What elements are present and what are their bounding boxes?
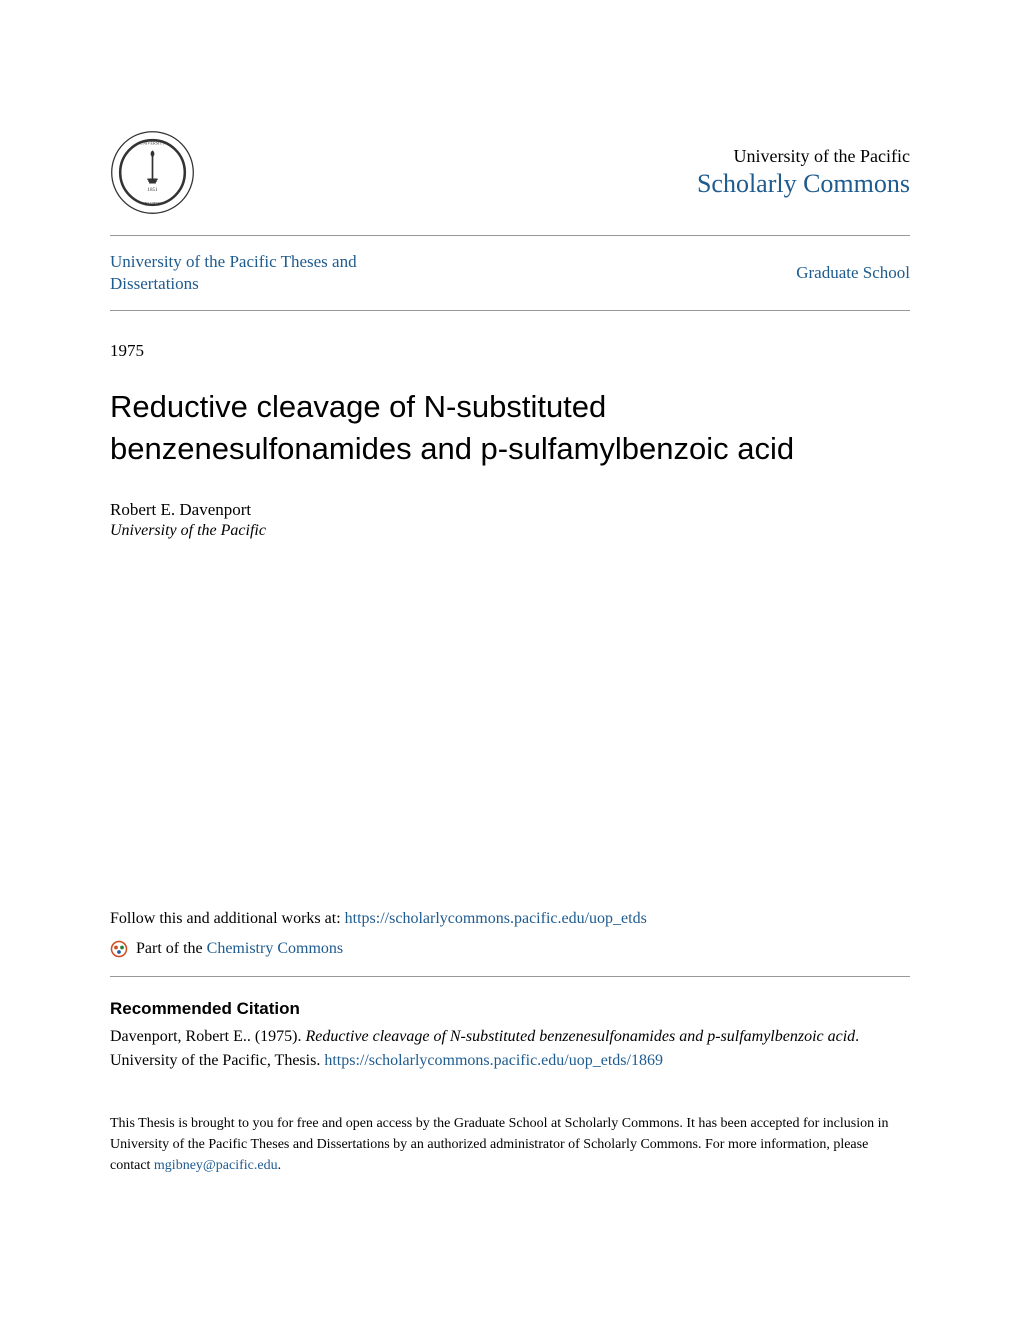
- citation-title-italic: Reductive cleavage of N-substituted benz…: [306, 1028, 856, 1045]
- citation-text: Davenport, Robert E.. (1975). Reductive …: [110, 1025, 910, 1073]
- network-icon: [110, 940, 128, 958]
- network-prefix: Part of the: [136, 940, 207, 957]
- divider-bottom: [110, 310, 910, 311]
- follow-text: Follow this and additional works at: htt…: [110, 910, 910, 928]
- logo-icon: UNIVERSITY PACIFIC 1851: [110, 130, 195, 215]
- svg-text:1851: 1851: [147, 187, 158, 193]
- document-title: Reductive cleavage of N-substituted benz…: [110, 386, 910, 470]
- divider-citation: [110, 976, 910, 977]
- collection-link[interactable]: University of the Pacific Theses and Dis…: [110, 251, 430, 295]
- author-name: Robert E. Davenport: [110, 500, 910, 520]
- part-of-text: Part of the Chemistry Commons: [136, 940, 343, 958]
- footer-after: .: [278, 1158, 282, 1173]
- follow-prefix: Follow this and additional works at:: [110, 910, 345, 927]
- university-name: University of the Pacific: [697, 146, 910, 167]
- network-row: Part of the Chemistry Commons: [110, 940, 910, 958]
- publication-year: 1975: [110, 341, 910, 361]
- citation-url-link[interactable]: https://scholarlycommons.pacific.edu/uop…: [324, 1052, 663, 1069]
- footer-text: This Thesis is brought to you for free a…: [110, 1113, 910, 1176]
- spacer: [110, 540, 910, 910]
- commons-link[interactable]: Chemistry Commons: [207, 940, 343, 957]
- university-logo: UNIVERSITY PACIFIC 1851: [110, 130, 195, 215]
- graduate-school-link[interactable]: Graduate School: [796, 263, 910, 283]
- citation-heading: Recommended Citation: [110, 999, 910, 1019]
- citation-author: Davenport, Robert E.. (1975).: [110, 1028, 306, 1045]
- nav-row: University of the Pacific Theses and Dis…: [110, 236, 910, 310]
- repository-name-link[interactable]: Scholarly Commons: [697, 169, 910, 199]
- svg-text:PACIFIC: PACIFIC: [145, 201, 161, 206]
- follow-url-link[interactable]: https://scholarlycommons.pacific.edu/uop…: [345, 910, 647, 927]
- author-affiliation: University of the Pacific: [110, 522, 910, 540]
- header-row: UNIVERSITY PACIFIC 1851 University of th…: [110, 130, 910, 215]
- header-text: University of the Pacific Scholarly Comm…: [697, 146, 910, 199]
- svg-text:UNIVERSITY: UNIVERSITY: [140, 140, 166, 145]
- footer-email-link[interactable]: mgibney@pacific.edu: [154, 1158, 278, 1173]
